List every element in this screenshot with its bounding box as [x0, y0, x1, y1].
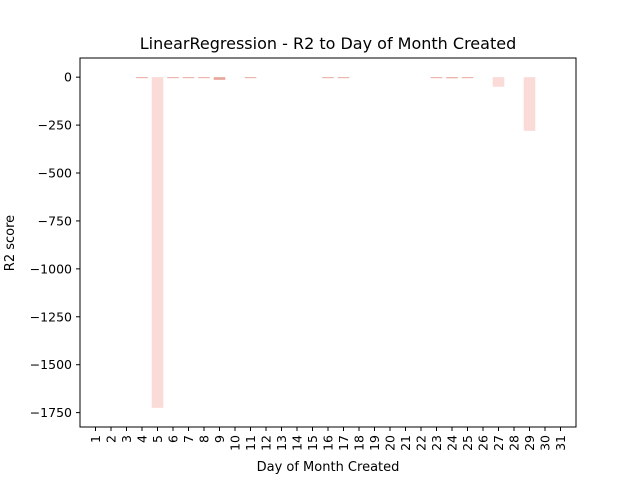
- x-tick-label: 24: [445, 435, 460, 451]
- x-tick-label: 9: [212, 435, 227, 443]
- x-tick-label: 29: [522, 435, 537, 451]
- x-tick-label: 5: [150, 435, 165, 443]
- x-tick-label: 31: [553, 435, 568, 451]
- x-tick-label: 25: [460, 435, 475, 451]
- x-tick-label: 7: [181, 435, 196, 443]
- x-tick-label: 28: [507, 435, 522, 451]
- x-tick-label: 23: [429, 435, 444, 451]
- bars-group: [136, 77, 536, 408]
- bar-day-9: [213, 77, 226, 80]
- x-tick-label: 30: [538, 435, 553, 451]
- bar-day-8: [198, 77, 210, 79]
- x-axis-ticks: 1 2 3 4 5 6 7 8 9 10 11 12 13 14 15 16 17 18 19 20 21 22 23 24 2…: [88, 427, 568, 451]
- x-tick-label: 13: [274, 435, 289, 451]
- y-tick-label: −250: [38, 118, 72, 133]
- y-tick-label: −500: [38, 166, 72, 181]
- x-tick-label: 12: [259, 435, 274, 451]
- bar-day-25: [461, 77, 474, 79]
- bar-day-5: [151, 77, 164, 408]
- x-tick-label: 26: [476, 435, 491, 451]
- x-tick-label: 16: [321, 435, 336, 451]
- x-tick-label: 1: [88, 435, 103, 443]
- y-tick-label: −1250: [30, 309, 72, 324]
- bar-day-27: [492, 77, 505, 87]
- y-tick-label: −750: [38, 213, 72, 228]
- x-tick-label: 3: [119, 435, 134, 443]
- y-axis-ticks: 0 −250 −500 −750 −1000 −1250 −1500 −1750: [30, 70, 80, 420]
- x-tick-label: 27: [491, 435, 506, 451]
- x-tick-label: 14: [290, 435, 305, 451]
- x-axis-label: Day of Month Created: [257, 460, 400, 475]
- x-tick-label: 17: [336, 435, 351, 451]
- bar-day-23: [430, 77, 443, 79]
- x-tick-label: 11: [243, 435, 258, 451]
- y-tick-label: −1000: [30, 261, 72, 276]
- x-tick-label: 21: [398, 435, 413, 451]
- x-tick-label: 19: [367, 435, 382, 451]
- plot-area-frame: [79, 57, 577, 428]
- x-tick-label: 8: [197, 435, 212, 443]
- x-tick-label: 20: [383, 435, 398, 451]
- y-tick-label: −1750: [30, 405, 72, 420]
- y-tick-label: 0: [64, 70, 72, 85]
- bar-day-17: [337, 77, 350, 79]
- bar-day-16: [322, 77, 334, 79]
- bar-day-7: [182, 77, 195, 79]
- x-tick-label: 22: [414, 435, 429, 451]
- bar-day-24: [446, 77, 458, 79]
- y-tick-label: −1500: [30, 357, 72, 372]
- x-tick-label: 15: [305, 435, 320, 451]
- bar-day-11: [244, 77, 257, 79]
- y-axis-label: R2 score: [3, 215, 18, 271]
- bar-day-6: [167, 77, 179, 79]
- x-tick-label: 4: [135, 435, 150, 443]
- bar-day-4: [136, 77, 148, 79]
- x-tick-label: 10: [228, 435, 243, 451]
- chart-title: LinearRegression - R2 to Day of Month Cr…: [140, 34, 516, 53]
- bar-day-29: [523, 77, 536, 131]
- x-tick-label: 2: [104, 435, 119, 443]
- x-tick-label: 6: [166, 435, 181, 443]
- x-tick-label: 18: [352, 435, 367, 451]
